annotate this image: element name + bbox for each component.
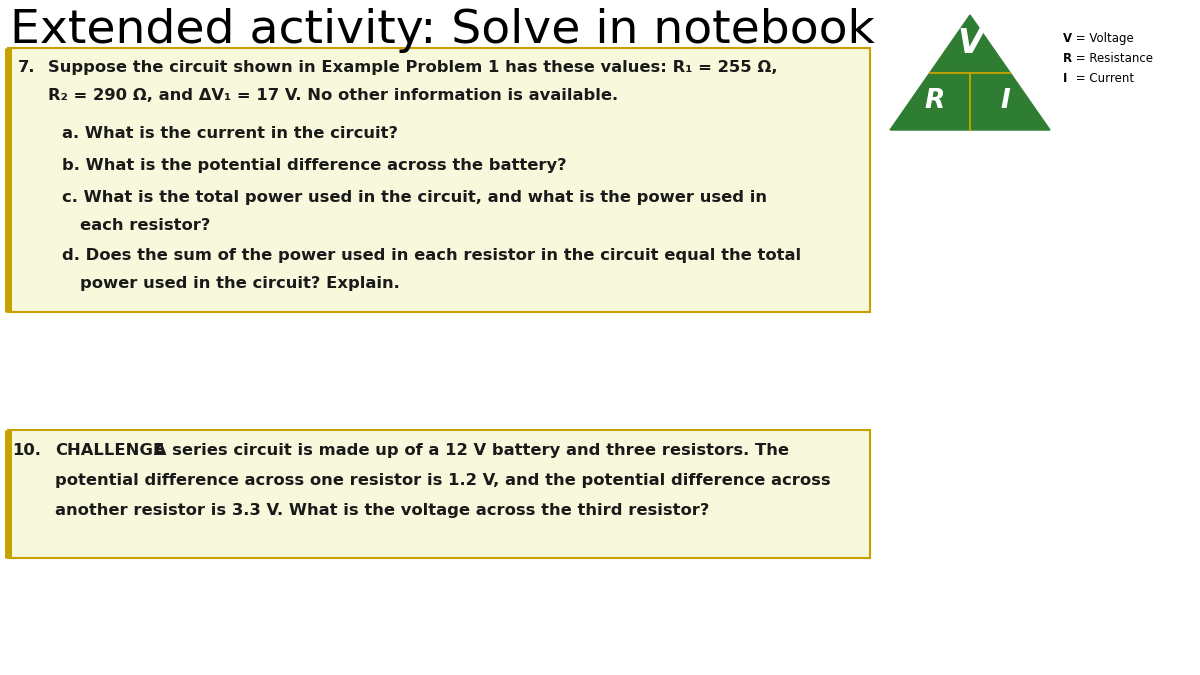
Text: R₂ = 290 Ω, and ΔV₁ = 17 V. No other information is available.: R₂ = 290 Ω, and ΔV₁ = 17 V. No other inf… xyxy=(48,88,618,103)
FancyBboxPatch shape xyxy=(8,48,870,312)
Text: A series circuit is made up of a 12 V battery and three resistors. The: A series circuit is made up of a 12 V ba… xyxy=(148,443,790,458)
Text: = Resistance: = Resistance xyxy=(1072,52,1153,65)
Text: potential difference across one resistor is 1.2 V, and the potential difference : potential difference across one resistor… xyxy=(55,473,830,488)
Text: b. What is the potential difference across the battery?: b. What is the potential difference acro… xyxy=(62,158,566,173)
Text: d. Does the sum of the power used in each resistor in the circuit equal the tota: d. Does the sum of the power used in eac… xyxy=(62,248,802,263)
Polygon shape xyxy=(890,15,1050,130)
Text: = Current: = Current xyxy=(1072,72,1134,85)
Text: I: I xyxy=(1063,72,1067,85)
Text: V: V xyxy=(1063,32,1072,45)
Text: R: R xyxy=(1063,52,1072,65)
Text: 10.: 10. xyxy=(12,443,41,458)
Text: each resistor?: each resistor? xyxy=(80,218,210,233)
Text: power used in the circuit? Explain.: power used in the circuit? Explain. xyxy=(80,276,400,291)
Text: I: I xyxy=(1000,88,1010,114)
Text: CHALLENGE: CHALLENGE xyxy=(55,443,164,458)
Text: V: V xyxy=(958,27,983,60)
Text: Extended activity: Solve in notebook: Extended activity: Solve in notebook xyxy=(10,8,875,53)
Text: another resistor is 3.3 V. What is the voltage across the third resistor?: another resistor is 3.3 V. What is the v… xyxy=(55,503,709,518)
Text: c. What is the total power used in the circuit, and what is the power used in: c. What is the total power used in the c… xyxy=(62,190,767,205)
FancyBboxPatch shape xyxy=(8,430,870,558)
Text: a. What is the current in the circuit?: a. What is the current in the circuit? xyxy=(62,126,398,141)
Text: R: R xyxy=(925,88,946,114)
Text: = Voltage: = Voltage xyxy=(1072,32,1134,45)
Text: 7.: 7. xyxy=(18,60,36,75)
Text: Suppose the circuit shown in Example Problem 1 has these values: R₁ = 255 Ω,: Suppose the circuit shown in Example Pro… xyxy=(48,60,778,75)
